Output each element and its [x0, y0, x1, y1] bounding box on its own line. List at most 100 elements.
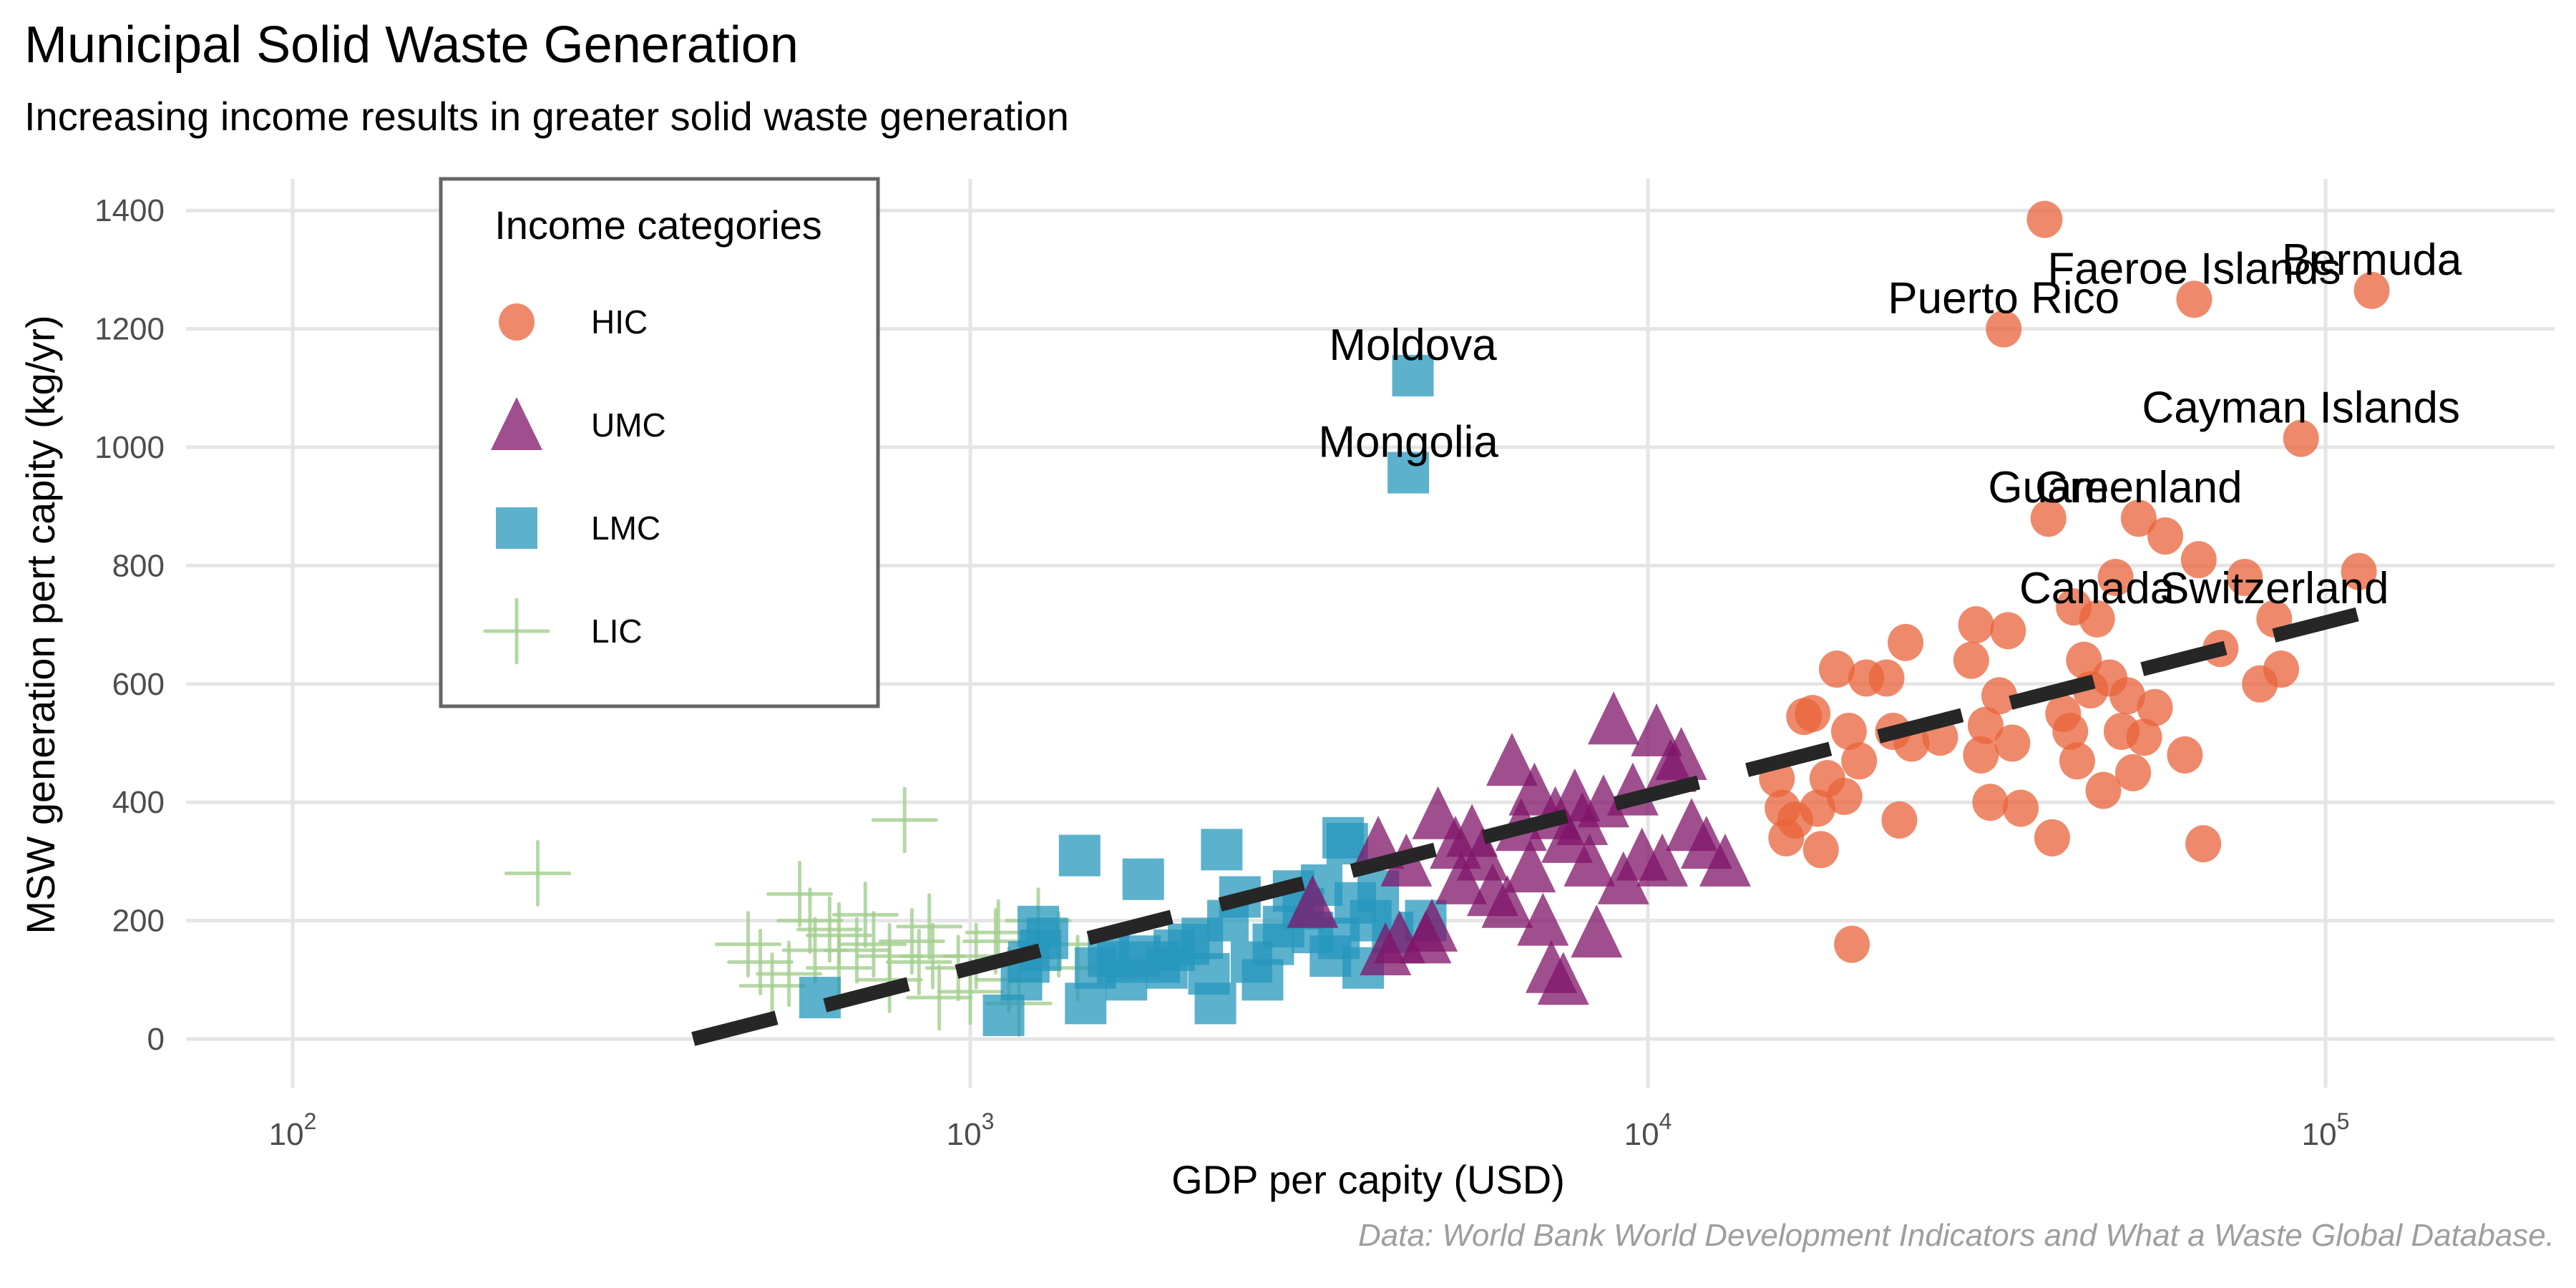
data-point-lic: [840, 911, 907, 978]
y-tick-label: 1400: [94, 193, 165, 228]
data-point-umc: [1537, 952, 1589, 1005]
data-point-hic: [2126, 718, 2162, 756]
data-point-umc: [1588, 691, 1640, 745]
data-point-lic: [871, 786, 938, 854]
data-point-hic: [2034, 819, 2070, 857]
data-point-hic: [1972, 784, 2009, 821]
data-point-umc: [1504, 839, 1556, 893]
data-point-hic: [2185, 825, 2222, 863]
y-tick-label: 600: [112, 667, 165, 702]
data-point-hic: [1994, 724, 2031, 762]
data-point-hic: [1795, 695, 1831, 733]
data-point-hic: [2115, 753, 2152, 791]
data-point-hic: [1967, 706, 2004, 744]
data-point-hic: [2167, 736, 2203, 774]
data-point-hic: [2026, 200, 2063, 238]
y-axis-title: MSW generation pert capity (kg/yr): [18, 315, 63, 934]
data-point-umc: [1287, 874, 1339, 928]
y-axis-ticks: 0 200 400 600 800 1000 1200 1400: [94, 193, 165, 1057]
data-point-hic: [1958, 606, 1994, 644]
data-point-umc: [1699, 833, 1751, 887]
data-point-hic: [2353, 271, 2390, 309]
annotation-label: Bermuda: [2282, 235, 2462, 285]
legend-key-square-icon: [496, 507, 537, 549]
data-point-lmc: [1201, 829, 1243, 871]
chart-subtitle: Increasing income results in greater sol…: [24, 94, 1069, 139]
data-point-hic: [1800, 789, 1836, 827]
data-point-hic: [1868, 659, 1905, 697]
data-point-umc: [1563, 833, 1616, 887]
data-point-hic: [2003, 789, 2039, 827]
data-point-lic: [906, 964, 973, 1031]
data-point-hic: [1818, 650, 1855, 688]
y-tick-label: 1000: [94, 430, 165, 465]
legend-key-plus-icon: [483, 597, 550, 665]
data-point-hic: [1986, 310, 2022, 348]
data-point-hic: [2120, 499, 2157, 537]
data-point-lmc: [1188, 953, 1230, 995]
data-point-hic: [2059, 742, 2095, 780]
data-point-hic: [1834, 925, 1870, 963]
data-point-hic: [2097, 558, 2134, 596]
data-point-lmc: [1146, 947, 1188, 989]
data-point-lic: [504, 839, 572, 907]
annotation-label: Faeroe Islands: [2047, 244, 2341, 293]
data-point-hic: [1841, 742, 1878, 780]
data-point-umc: [1456, 827, 1508, 881]
series-lmc: [799, 354, 1447, 1036]
data-point-lic: [781, 917, 849, 984]
data-points: [504, 200, 2390, 1037]
x-tick-label: 104: [1624, 1108, 1672, 1152]
data-point-lic: [738, 952, 806, 1020]
y-tick-label: 800: [112, 548, 165, 583]
y-tick-label: 0: [147, 1022, 165, 1057]
annotation-label: Mongolia: [1318, 418, 1498, 467]
y-tick-label: 200: [112, 904, 165, 939]
data-point-hic: [1953, 641, 1989, 679]
data-point-umc: [1636, 833, 1689, 887]
y-tick-label: 1200: [94, 312, 165, 347]
legend-label: LIC: [591, 613, 643, 650]
legend-item-lic: LIC: [483, 597, 643, 665]
series-hic: [1759, 200, 2390, 963]
data-point-lic: [766, 860, 834, 927]
data-point-hic: [2263, 650, 2299, 688]
annotation-label: Greenland: [2035, 463, 2243, 512]
data-point-umc: [1485, 733, 1538, 786]
series-umc: [1287, 691, 1751, 1005]
data-point-umc: [1517, 892, 1569, 946]
data-point-hic: [2283, 419, 2319, 457]
data-point-hic: [2052, 712, 2089, 750]
chart-title: Municipal Solid Waste Generation: [24, 16, 799, 74]
data-point-hic: [2030, 499, 2067, 537]
data-point-lic: [831, 881, 899, 948]
data-point-hic: [1802, 831, 1839, 869]
legend-key-triangle-icon: [491, 397, 542, 450]
data-point-lic: [756, 940, 823, 1008]
data-point-hic: [2180, 541, 2217, 579]
data-point-hic: [1963, 736, 1999, 774]
data-point-lic: [727, 928, 794, 995]
data-point-lmc: [1122, 858, 1164, 900]
data-point-hic: [1826, 777, 1863, 815]
data-point-hic: [2066, 641, 2102, 679]
data-point-lmc: [1387, 452, 1430, 494]
trend-line-path: [691, 602, 2376, 1046]
data-point-lmc: [1322, 816, 1365, 859]
data-point-umc: [1655, 727, 1707, 781]
data-point-hic: [2085, 771, 2122, 809]
annotation-label: Switzerland: [2160, 564, 2389, 613]
legend-key-circle-icon: [499, 303, 535, 341]
grid: [186, 179, 2555, 1088]
data-point-lic: [714, 911, 781, 978]
legend-title: Income categories: [494, 203, 822, 248]
y-tick-label: 400: [112, 785, 165, 820]
legend-item-hic: HIC: [499, 303, 648, 341]
legend-label: UMC: [591, 406, 666, 444]
data-point-lmc: [1065, 982, 1107, 1025]
legend-item-lmc: LMC: [496, 507, 660, 549]
annotation-label: Canada: [2019, 564, 2175, 613]
x-tick-label: 102: [269, 1108, 317, 1152]
